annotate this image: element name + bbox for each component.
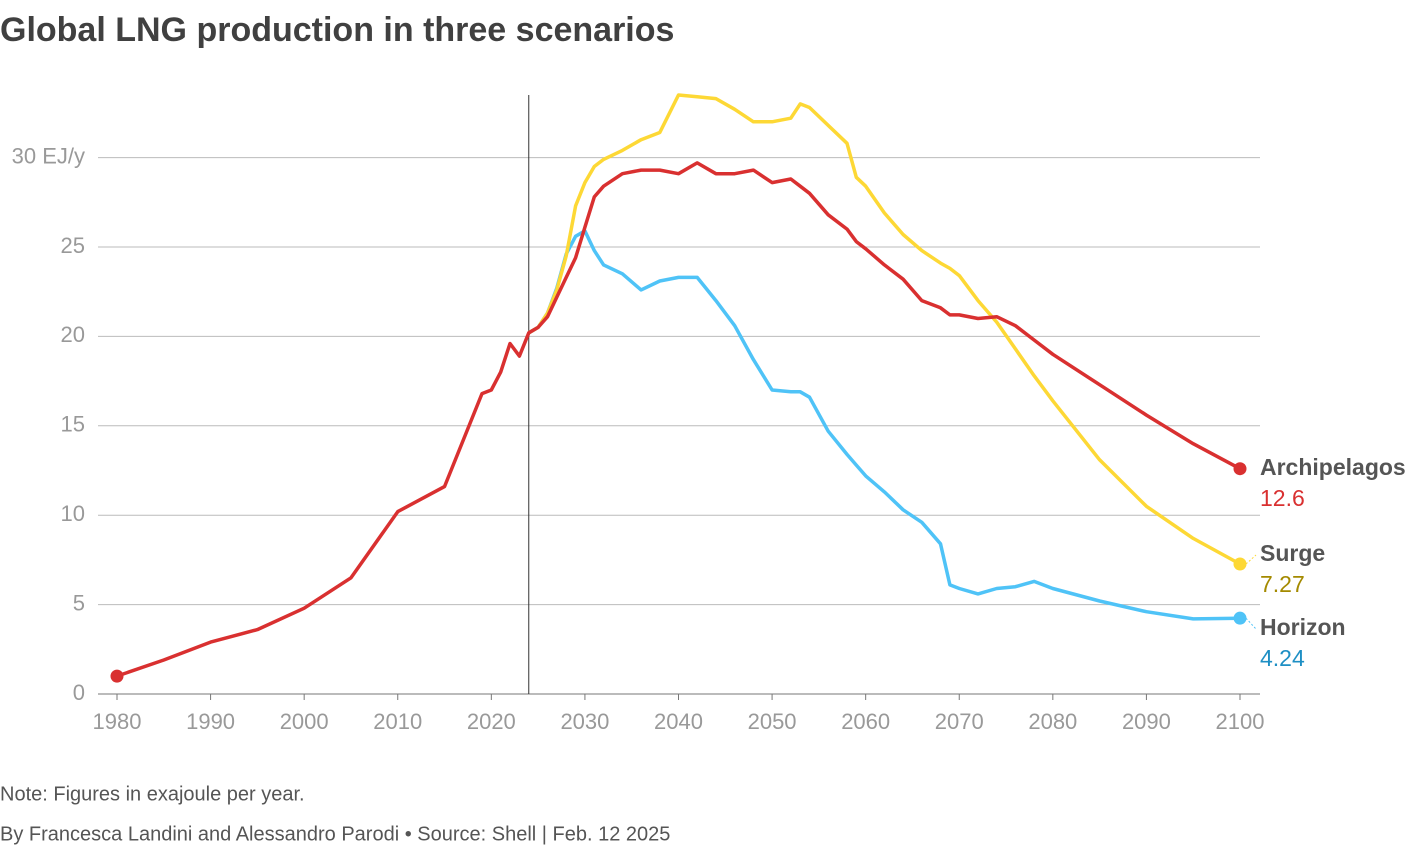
series-line bbox=[527, 93, 1241, 566]
label-connector bbox=[1245, 554, 1257, 565]
y-tick-label: 15 bbox=[61, 412, 85, 437]
end-value-label: 7.27 bbox=[1260, 571, 1305, 597]
y-tick-label: 10 bbox=[61, 501, 85, 526]
note: Note: Figures in exajoule per year. bbox=[0, 783, 305, 805]
x-tick-label: 2000 bbox=[280, 709, 329, 734]
x-tick-label: 2060 bbox=[841, 709, 890, 734]
x-tick-label: 2100 bbox=[1216, 709, 1265, 734]
x-tick-label: 2030 bbox=[560, 709, 609, 734]
end-dot bbox=[1233, 611, 1247, 625]
x-tick-label: 2010 bbox=[373, 709, 422, 734]
end-value-label: 4.24 bbox=[1260, 645, 1305, 671]
end-value-label: 12.6 bbox=[1260, 485, 1305, 511]
x-tick-label: 2040 bbox=[654, 709, 703, 734]
series-line bbox=[527, 229, 1241, 621]
y-tick-label: 25 bbox=[61, 233, 85, 258]
y-tick-label: 5 bbox=[73, 590, 85, 615]
label-connector bbox=[1245, 617, 1257, 630]
x-tick-label: 2080 bbox=[1028, 709, 1077, 734]
x-tick-label: 1990 bbox=[186, 709, 235, 734]
end-dot bbox=[1233, 557, 1247, 571]
x-tick-label: 2050 bbox=[748, 709, 797, 734]
series-name: Horizon bbox=[1260, 614, 1346, 640]
series-name: Surge bbox=[1260, 540, 1325, 566]
x-tick-label: 1980 bbox=[93, 709, 142, 734]
y-tick-label: 0 bbox=[73, 680, 85, 705]
x-tick-label: 2090 bbox=[1122, 709, 1171, 734]
series-line bbox=[116, 161, 1241, 678]
source: By Francesca Landini and Alessandro Paro… bbox=[0, 823, 670, 845]
start-dot bbox=[110, 669, 124, 683]
end-dot bbox=[1233, 462, 1247, 476]
y-tick-label: 30 EJ/y bbox=[12, 143, 85, 168]
x-tick-label: 2020 bbox=[467, 709, 516, 734]
y-tick-label: 20 bbox=[61, 322, 85, 347]
series-name: Archipelagos bbox=[1260, 454, 1406, 480]
chart-title: Global LNG production in three scenarios bbox=[0, 11, 674, 49]
x-tick-label: 2070 bbox=[935, 709, 984, 734]
